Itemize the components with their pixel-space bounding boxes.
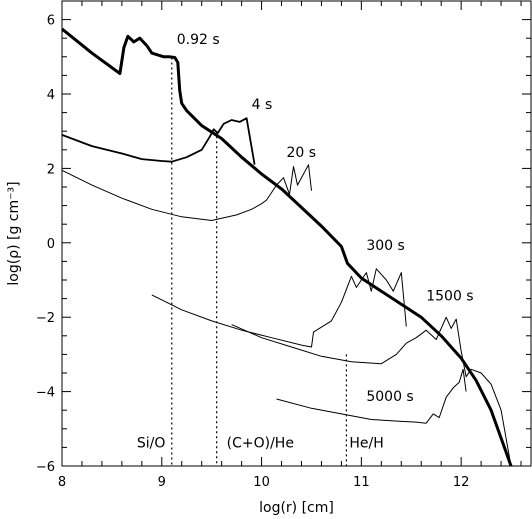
annotation-label: 5000 s	[366, 389, 413, 405]
annotation-label: He/H	[349, 435, 383, 451]
y-tick-label: 2	[47, 162, 55, 177]
series-line	[61, 117, 256, 165]
x-tick-label: 12	[453, 475, 470, 490]
series-line	[276, 368, 467, 424]
y-tick-label: 4	[47, 88, 55, 103]
annotation-label: Si/O	[137, 435, 166, 451]
x-tick-label: 9	[158, 475, 166, 490]
series-line	[61, 164, 312, 221]
x-tick-label: 8	[58, 475, 66, 490]
series-line	[231, 316, 512, 467]
y-tick-label: 0	[47, 237, 55, 252]
y-axis-label: log(ρ) [g cm⁻³]	[6, 181, 22, 285]
series-line	[151, 268, 407, 348]
y-tick-label: 6	[47, 14, 55, 29]
annotation-label: 300 s	[366, 238, 404, 254]
x-tick-label: 10	[253, 475, 270, 490]
x-axis-label: log(r) [cm]	[259, 500, 334, 516]
series-line	[61, 27, 513, 467]
plot-frame	[61, 0, 532, 467]
x-tick-label: 11	[353, 475, 370, 490]
y-tick-label: −2	[36, 311, 55, 326]
annotation-label: 0.92 s	[177, 32, 220, 48]
annotation-label: 4 s	[252, 97, 273, 113]
annotation-label: (C+O)/He	[227, 435, 294, 451]
y-tick-label: −6	[36, 460, 55, 475]
annotation-label: 1500 s	[426, 288, 473, 304]
y-tick-label: −4	[36, 386, 55, 401]
annotation-label: 20 s	[287, 145, 317, 161]
